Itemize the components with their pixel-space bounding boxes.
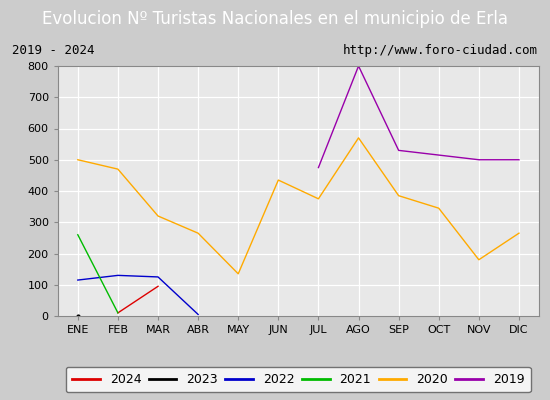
Legend: 2024, 2023, 2022, 2021, 2020, 2019: 2024, 2023, 2022, 2021, 2020, 2019	[66, 367, 531, 392]
Text: Evolucion Nº Turistas Nacionales en el municipio de Erla: Evolucion Nº Turistas Nacionales en el m…	[42, 10, 508, 28]
Text: 2019 - 2024: 2019 - 2024	[12, 44, 95, 57]
Text: http://www.foro-ciudad.com: http://www.foro-ciudad.com	[343, 44, 538, 57]
